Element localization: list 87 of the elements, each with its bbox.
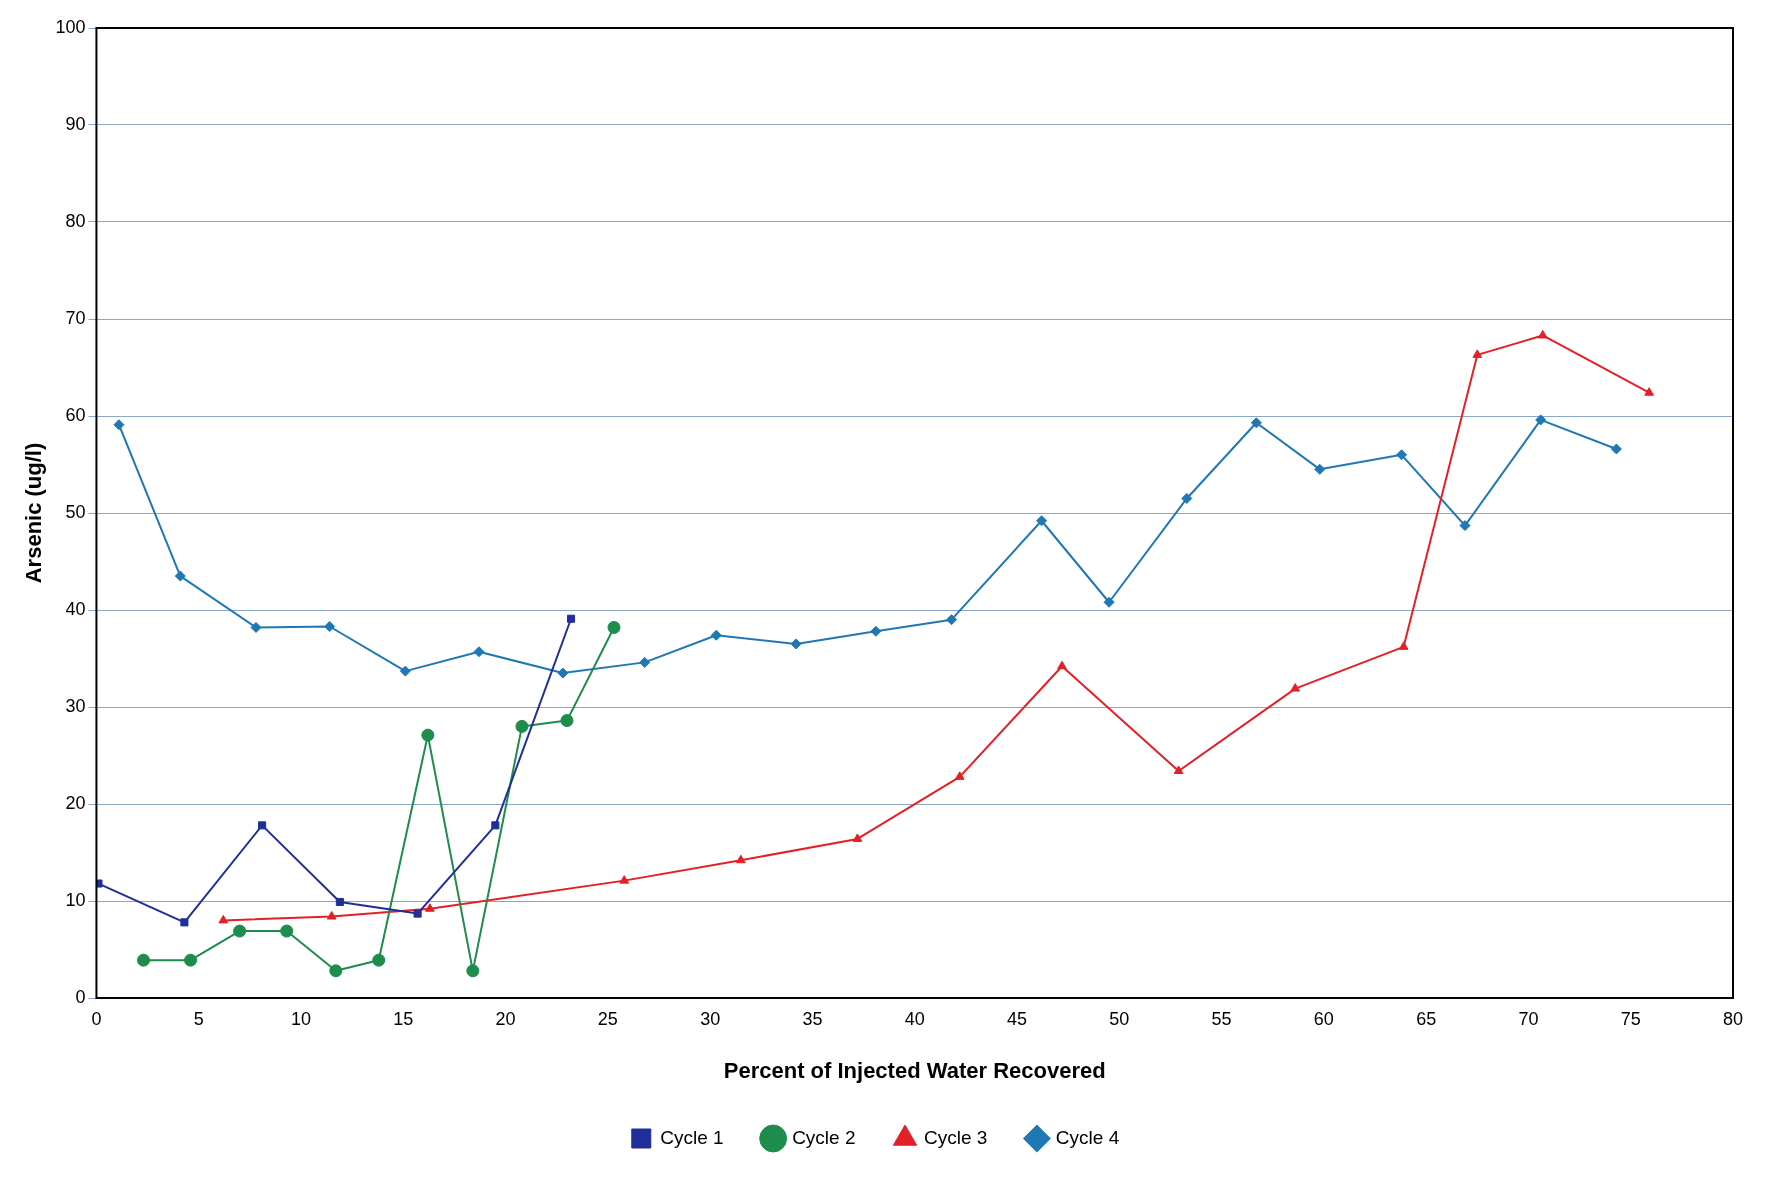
x-tick-label: 15 [393,1008,414,1029]
point [233,924,247,938]
x-tick-label: 75 [1620,1008,1641,1029]
x-tick-label: 35 [802,1008,823,1029]
y-tick-label: 90 [65,113,86,134]
point [560,714,574,728]
x-tick-label: 80 [1722,1008,1744,1029]
y-tick-label: 20 [65,792,86,813]
x-tick-label: 70 [1518,1008,1539,1029]
point [736,854,746,864]
point [1057,660,1067,670]
point [96,879,103,888]
point [425,903,435,912]
point [1398,641,1409,650]
point [250,621,262,633]
legend-label: Cycle 3 [924,1126,988,1148]
point [567,614,576,623]
point [515,719,529,733]
x-tick-label: 65 [1416,1008,1437,1029]
point [1314,463,1326,475]
point [280,924,294,938]
y-tick-label: 80 [65,210,86,231]
y-tick-label: 60 [65,404,86,425]
point [326,911,337,920]
point [218,914,229,924]
point [870,625,882,637]
legend-label: Cycle 2 [792,1126,856,1148]
y-tick-label: 30 [65,695,86,716]
point [1250,417,1262,429]
y-tick-label: 10 [65,889,86,910]
x-tick-label: 30 [700,1008,721,1029]
point [421,728,435,742]
point [1036,515,1048,527]
x-tick-label: 50 [1109,1008,1130,1029]
point [1290,683,1301,692]
point [372,953,386,967]
point [557,667,569,679]
point [852,833,863,842]
legend-label: Cycle 1 [660,1126,724,1148]
x-tick-label: 40 [904,1008,925,1029]
x-axis-title: Percent of Injected Water Recovered [723,1057,1106,1083]
point [1459,520,1471,532]
y-tick-label: 70 [65,307,86,328]
point [710,629,722,641]
point [466,964,480,978]
point [1103,596,1115,608]
point [329,964,343,978]
y-axis-title: Arsenic (ug/l) [21,442,47,584]
x-tick-label: 25 [597,1008,618,1029]
point [413,909,422,918]
x-tick-label: 0 [91,1008,102,1029]
point [1173,765,1184,775]
point [473,646,485,658]
point [180,918,189,927]
point [607,620,621,634]
y-tick-label: 100 [55,16,86,37]
x-tick-label: 45 [1006,1008,1028,1029]
legend-label: Cycle 4 [1055,1126,1120,1148]
point [1396,449,1408,461]
point [790,638,802,650]
point [619,875,630,884]
point [491,821,500,830]
x-tick-label: 5 [193,1008,204,1029]
point [1181,492,1193,504]
point [136,953,150,967]
x-tick-label: 60 [1313,1008,1334,1029]
point [258,821,267,830]
point [399,665,411,677]
point [1610,443,1622,455]
point [174,570,186,582]
point [324,620,336,632]
x-tick-label: 20 [495,1008,516,1029]
point [954,771,965,780]
y-tick-label: 0 [75,986,86,1007]
point [1535,414,1547,426]
point [1644,387,1654,396]
point [946,614,958,626]
point [335,897,344,907]
point [639,656,651,668]
x-tick-label: 10 [290,1008,312,1029]
point [1537,329,1548,339]
x-tick-label: 55 [1211,1008,1232,1029]
y-tick-label: 40 [65,598,86,619]
point [113,419,125,431]
point [184,953,198,967]
point [1472,349,1483,358]
y-tick-label: 50 [65,501,86,522]
